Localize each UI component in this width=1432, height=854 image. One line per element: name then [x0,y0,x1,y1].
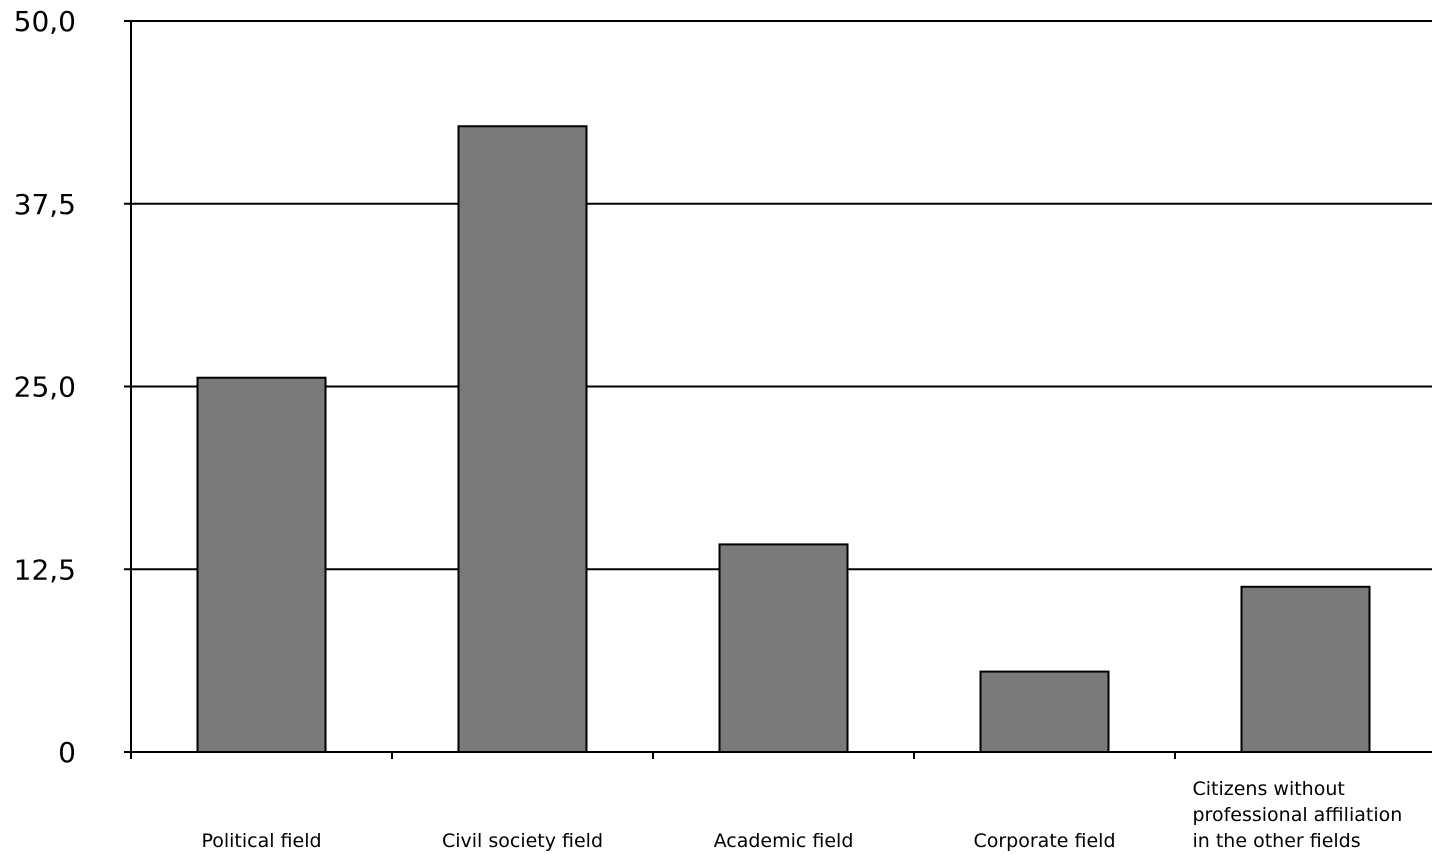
x-tick-label: Corporate field [973,830,1115,852]
bar [1240,585,1371,753]
y-tick-label: 37,5 [14,188,76,221]
x-tick-label: Civil society field [442,830,603,852]
y-tick-label: 12,5 [14,553,76,586]
axes [124,20,1432,759]
x-tick-label: Political field [201,830,321,852]
x-tick-label: Citizens without professional affiliation… [1193,778,1403,852]
bars [196,125,1371,754]
bar [718,543,849,753]
bar [196,376,327,753]
x-tick-labels: Political field Civil society field Academ… [201,778,1402,852]
y-tick-label: 25,0 [14,371,76,404]
bar [979,670,1110,754]
x-tick-label: Academic field [714,830,854,852]
y-tick-labels: 0 12,5 25,0 37,5 50,0 [14,5,76,769]
y-tick-label: 50,0 [14,5,76,38]
bar [457,125,588,754]
y-tick-label: 0 [58,736,76,769]
